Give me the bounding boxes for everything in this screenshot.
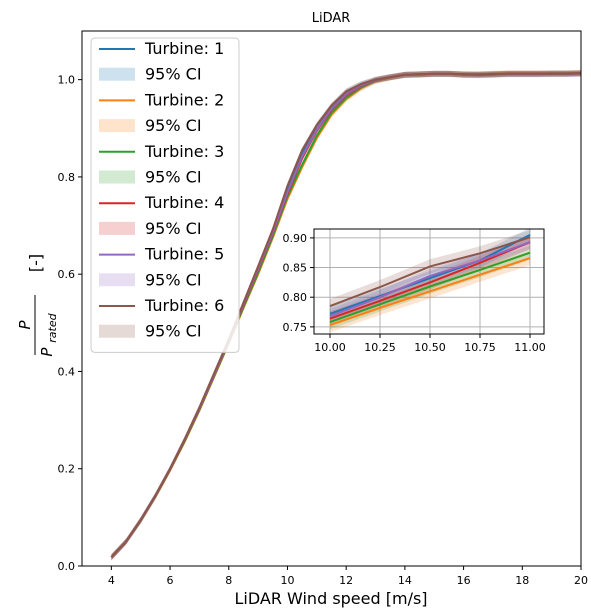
legend-label-ci-turbine-4: 95% CI: [145, 219, 202, 238]
inset-y-tick-label: 0.80: [283, 291, 308, 304]
legend-swatch-ci-turbine-6: [99, 324, 135, 338]
inset-series: [329, 227, 531, 333]
y-label-denominator: P rated: [38, 312, 59, 356]
y-label-denominator-sub: rated: [46, 312, 59, 342]
y-tick-label: 0.0: [58, 560, 76, 573]
legend-swatch-ci-turbine-4: [99, 221, 135, 235]
legend-swatch-ci-turbine-1: [99, 67, 135, 81]
legend-label-ci-turbine-2: 95% CI: [145, 116, 202, 135]
y-label-denominator-base: P: [38, 347, 56, 357]
legend-swatch-ci-turbine-2: [99, 119, 135, 133]
legend-label-ci-turbine-3: 95% CI: [145, 168, 202, 187]
legend-label-ci-turbine-5: 95% CI: [145, 270, 202, 289]
legend-label-turbine-5: Turbine: 5: [144, 245, 224, 264]
y-tick-label: 0.6: [58, 268, 76, 281]
main-ticks: 4 6 8 10 12 14 16 18 20 0.0 0.2 0.4 0.6 0.8 1.0: [58, 30, 588, 587]
legend-box: [90, 37, 240, 353]
inset-x-tick-label: 11.00: [514, 341, 546, 354]
legend-swatch-ci-turbine-5: [99, 273, 135, 287]
inset-line-turbine-1: [329, 234, 531, 315]
x-tick-label: 12: [339, 574, 353, 587]
legend-swatch-ci-turbine-3: [99, 170, 135, 184]
series-line-turbine-6: [110, 72, 582, 558]
legend-label-turbine-1: Turbine: 1: [144, 39, 224, 58]
inset-line-turbine-4: [329, 241, 531, 320]
legend-label-turbine-2: Turbine: 2: [144, 90, 224, 109]
x-tick-label: 18: [515, 574, 529, 587]
legend-label-ci-turbine-6: 95% CI: [145, 322, 202, 341]
inset-ci-band-turbine-6: [330, 230, 530, 314]
inset-x-tick-label: 10.25: [364, 341, 396, 354]
inset-x-tick-label: 10.50: [414, 341, 446, 354]
y-tick-label: 1.0: [58, 74, 76, 87]
x-tick-label: 4: [108, 574, 115, 587]
x-tick-label: 10: [280, 574, 294, 587]
legend: Turbine: 1 95% CI Turbine: 2 95% CI Turbine:…: [90, 37, 240, 353]
inset-frame: [313, 228, 545, 335]
main-series: [110, 69, 582, 561]
inset-y-tick-label: 0.90: [283, 232, 308, 245]
inset-ticks: 10.00 10.25 10.50 10.75 11.00 0.75 0.80 0.85 0.9…: [283, 232, 546, 354]
inset-line-turbine-3: [329, 251, 531, 324]
inset-y-tick-label: 0.85: [283, 262, 308, 275]
inset-line-turbine-5: [329, 241, 531, 318]
y-label-unit: [-]: [26, 254, 45, 272]
x-tick-label: 20: [574, 574, 588, 587]
plot-frame: [81, 30, 582, 567]
inset-x-tick-label: 10.75: [464, 341, 496, 354]
inset-chart: 10.00 10.25 10.50 10.75 11.00 0.75 0.80 0.85 0.9…: [283, 227, 546, 354]
legend-label-turbine-3: Turbine: 3: [144, 142, 224, 161]
x-tick-label: 6: [167, 574, 174, 587]
legend-label-turbine-6: Turbine: 6: [144, 296, 224, 315]
y-tick-label: 0.4: [58, 365, 76, 378]
inset-ci-band-turbine-4: [330, 234, 530, 326]
inset-line-turbine-6: [329, 236, 531, 308]
legend-label-ci-turbine-1: 95% CI: [145, 65, 202, 84]
legend-label-turbine-4: Turbine: 4: [144, 193, 224, 212]
x-tick-label: 14: [398, 574, 412, 587]
inset-x-tick-label: 10.00: [314, 341, 346, 354]
x-tick-label: 16: [457, 574, 471, 587]
x-axis-label: LiDAR Wind speed [m/s]: [234, 589, 427, 608]
y-label-numerator: P: [16, 320, 34, 330]
y-axis-label: P P rated [-]: [16, 254, 59, 357]
inset-line-turbine-2: [329, 257, 531, 327]
y-tick-label: 0.8: [58, 171, 76, 184]
x-tick-label: 8: [225, 574, 232, 587]
inset-y-tick-label: 0.75: [283, 321, 308, 334]
y-tick-label: 0.2: [58, 463, 76, 476]
chart-title: LiDAR: [312, 11, 351, 26]
